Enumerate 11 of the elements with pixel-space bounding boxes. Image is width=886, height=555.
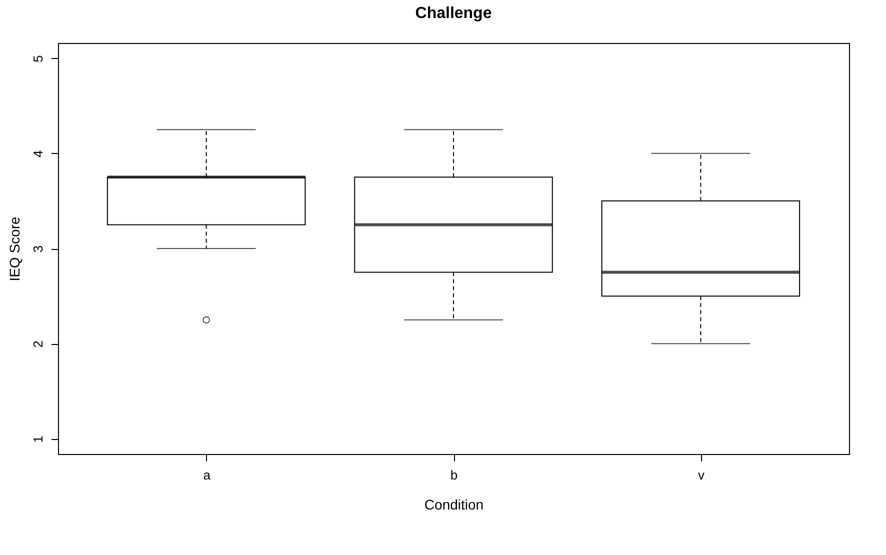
y-tick-label: 3 <box>30 245 46 253</box>
y-tick-label: 1 <box>30 436 46 443</box>
y-tick-label: 2 <box>30 340 46 348</box>
x-axis-title: Condition <box>424 496 484 512</box>
x-tick-label: a <box>203 468 212 482</box>
x-tick-label: b <box>450 468 458 482</box>
y-tick-label: 4 <box>30 150 46 158</box>
x-tick-label: v <box>698 468 705 482</box>
y-tick-label: 5 <box>30 55 46 62</box>
y-axis-title: IEQ Score <box>6 216 22 282</box>
chart-title: Challenge <box>415 5 492 22</box>
